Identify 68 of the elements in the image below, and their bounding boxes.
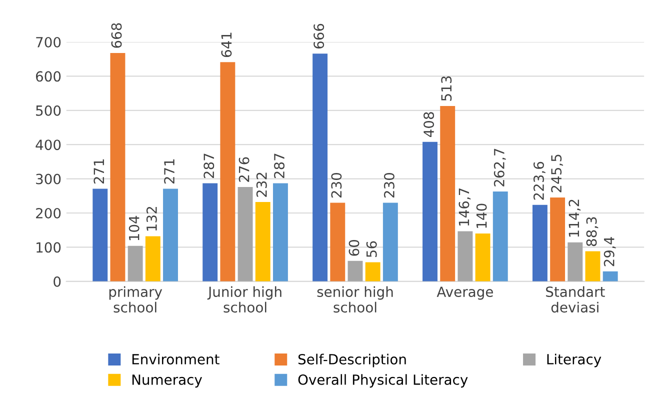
data-label: 29,4 bbox=[604, 237, 616, 266]
data-label: 245,5 bbox=[551, 154, 564, 192]
y-tick-label: 500 bbox=[36, 105, 61, 116]
bar bbox=[550, 197, 566, 282]
bar bbox=[163, 188, 178, 282]
bar bbox=[272, 183, 288, 282]
bar bbox=[365, 262, 380, 282]
data-label: 668 bbox=[111, 23, 122, 48]
x-tick-label: primary school bbox=[109, 286, 162, 313]
y-tick-label: 700 bbox=[36, 36, 61, 48]
bar bbox=[532, 204, 548, 282]
legend-label: Numeracy bbox=[132, 374, 202, 388]
data-label: 114,2 bbox=[568, 200, 581, 237]
y-tick-label: 300 bbox=[36, 174, 61, 184]
y-tick-label: 100 bbox=[36, 242, 61, 253]
data-label: 232 bbox=[256, 172, 267, 197]
bar bbox=[202, 183, 218, 282]
data-label: 641 bbox=[221, 32, 232, 58]
bar bbox=[475, 234, 490, 282]
data-label: 271 bbox=[164, 159, 174, 184]
data-label: 271 bbox=[94, 159, 104, 184]
y-tick-label: 0 bbox=[54, 276, 61, 287]
bar bbox=[568, 242, 583, 282]
data-label: 146,7 bbox=[458, 188, 471, 226]
data-label: 276 bbox=[238, 157, 250, 182]
data-label: 88,3 bbox=[586, 217, 598, 246]
bar bbox=[238, 187, 253, 282]
bar bbox=[220, 62, 236, 282]
bar bbox=[110, 52, 126, 282]
data-label: 104 bbox=[128, 216, 140, 240]
data-label: 262,7 bbox=[494, 148, 506, 186]
x-tick-label: Junior high school bbox=[207, 286, 282, 313]
bar bbox=[422, 142, 438, 282]
data-label: 132 bbox=[146, 206, 157, 231]
bar bbox=[348, 260, 363, 282]
data-label: 408 bbox=[424, 112, 434, 138]
x-tick-label: Average bbox=[436, 286, 493, 300]
x-tick-label: senior high school bbox=[317, 286, 393, 313]
y-tick-label: 400 bbox=[36, 140, 61, 150]
bar bbox=[602, 271, 618, 282]
data-label: 230 bbox=[331, 172, 342, 198]
bar bbox=[458, 231, 473, 282]
data-label: 223,6 bbox=[533, 162, 546, 200]
bar bbox=[330, 202, 346, 282]
legend-label: Overall Physical Literacy bbox=[298, 374, 468, 388]
y-tick-label: 600 bbox=[36, 71, 61, 82]
data-label: 60 bbox=[348, 240, 360, 256]
legend-label: Environment bbox=[132, 354, 220, 364]
bar bbox=[585, 251, 600, 282]
bar bbox=[145, 236, 160, 282]
legend-label: Literacy bbox=[547, 354, 602, 368]
y-tick-label: 200 bbox=[36, 208, 61, 218]
data-label: 287 bbox=[204, 154, 214, 178]
bar bbox=[92, 188, 108, 282]
x-tick-label: Standart deviasi bbox=[546, 286, 605, 313]
legend-label: Self-Description bbox=[298, 354, 406, 368]
bar bbox=[255, 202, 270, 282]
data-label: 230 bbox=[384, 172, 394, 198]
data-label: 513 bbox=[441, 76, 452, 101]
data-label: 666 bbox=[314, 24, 324, 48]
bar bbox=[312, 54, 328, 282]
bar bbox=[440, 106, 456, 282]
bar bbox=[492, 192, 508, 282]
bar bbox=[382, 202, 398, 282]
data-label: 287 bbox=[274, 154, 284, 178]
data-label: 56 bbox=[366, 241, 377, 258]
data-label: 140 bbox=[476, 204, 487, 228]
bar bbox=[128, 246, 143, 282]
